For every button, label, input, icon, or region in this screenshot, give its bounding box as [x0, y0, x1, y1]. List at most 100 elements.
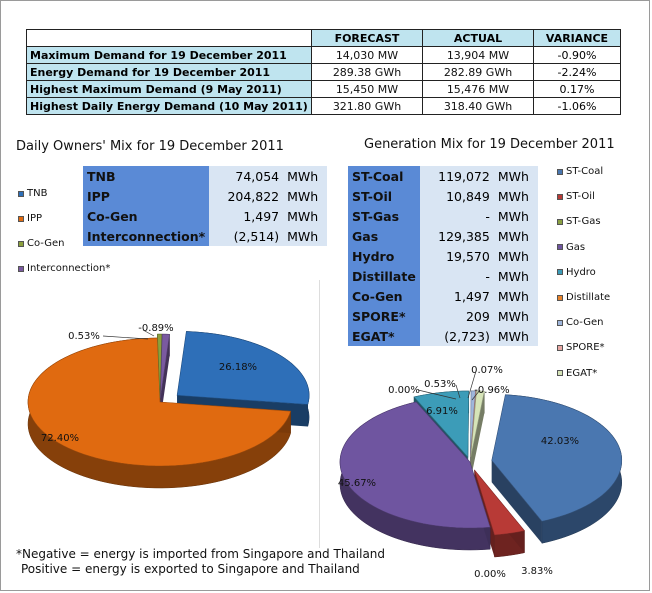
gen-data-label: 0.00%: [388, 385, 420, 396]
gen-name: ST-Gas: [348, 206, 420, 226]
gen-legend-label: ST-Oil: [566, 191, 595, 203]
gen-legend-label: Co-Gen: [566, 317, 604, 329]
gen-leader-line: [471, 389, 481, 401]
gen-legend-item: Hydro: [557, 267, 596, 278]
table-row: ST-Coal 119,072 MWh: [348, 166, 538, 186]
row-label: Energy Demand for 19 December 2011: [26, 63, 312, 81]
row-forecast: 289.38 GWh: [311, 63, 423, 81]
gen-leader-line: [455, 384, 461, 399]
owners-leader-line: [102, 335, 149, 340]
gen-value: 119,072: [419, 166, 494, 186]
gen-legend-item: Distillate: [557, 292, 610, 303]
row-forecast: 321.80 GWh: [311, 97, 423, 115]
owners-legend-item: IPP: [18, 213, 42, 224]
gen-unit: MWh: [493, 166, 538, 186]
gen-slice-wall: [491, 460, 542, 544]
gen-value: 129,385: [419, 226, 494, 246]
gen-legend-swatch: [557, 319, 563, 326]
gen-data-label: 6.91%: [426, 406, 458, 417]
table-row: EGAT* (2,723) MWh: [348, 326, 538, 346]
gen-leader-line: [467, 370, 477, 399]
gen-value: (2,723): [419, 326, 494, 346]
owner-unit: MWh: [283, 206, 328, 226]
gen-slice-egat: [470, 390, 485, 457]
owners-legend-swatch: [18, 240, 24, 247]
gen-legend-item: ST-Oil: [557, 191, 595, 202]
summary-header-variance: VARIANCE: [533, 29, 621, 47]
gen-data-label: 0.53%: [424, 379, 456, 390]
owners-legend-label: IPP: [27, 213, 43, 224]
summary-header-row: FORECAST ACTUAL VARIANCE: [26, 29, 621, 47]
gen-name: Hydro: [348, 246, 420, 266]
owners-slice-wall: [160, 334, 170, 421]
gen-name: SPORE*: [348, 306, 420, 326]
owner-name: TNB: [83, 166, 210, 186]
owners-data-label: 72.40%: [41, 433, 79, 444]
gen-name: ST-Coal: [348, 166, 420, 186]
gen-value: 1,497: [419, 286, 494, 306]
gen-data-label: 45.67%: [338, 478, 376, 489]
gen-unit: MWh: [493, 186, 538, 206]
summary-header-blank: [26, 29, 312, 47]
gen-legend-swatch: [557, 218, 563, 225]
gen-unit: MWh: [493, 266, 538, 286]
owner-value: 204,822: [209, 186, 284, 206]
gen-legend-swatch: [557, 244, 563, 251]
owners-legend-item: Co-Gen: [18, 238, 65, 249]
gen-legend-item: ST-Gas: [557, 216, 601, 227]
gen-value: -: [419, 206, 494, 226]
owner-value: (2,514): [209, 226, 284, 246]
gen-name: Distillate: [348, 266, 420, 286]
gen-data-label: -0.96%: [474, 385, 509, 396]
demand-summary-table: FORECAST ACTUAL VARIANCE Maximum Demand …: [26, 29, 621, 115]
gen-legend-swatch: [557, 294, 563, 301]
gen-legend-label: Distillate: [566, 292, 611, 303]
owners-mix-table: TNB 74,054 MWh IPP 204,822 MWh Co-Gen 1,497 MW…: [83, 166, 328, 246]
gen-slice-wall: [470, 391, 485, 479]
gen-legend-item: ST-Coal: [557, 166, 603, 177]
gen-legend-label: ST-Gas: [566, 216, 601, 228]
owners-slice-co-gen: [157, 333, 163, 399]
owner-unit: MWh: [283, 226, 328, 246]
owners-data-label: 26.18%: [219, 362, 257, 373]
gen-name: Co-Gen: [348, 286, 420, 306]
gen-unit: MWh: [493, 286, 538, 306]
gen-pie: [339, 390, 623, 558]
gen-value: 209: [419, 306, 494, 326]
table-row: Maximum Demand for 19 December 2011 14,0…: [26, 46, 621, 64]
gen-legend-label: SPORE*: [566, 342, 605, 354]
owner-name: Co-Gen: [83, 206, 210, 226]
owner-value: 1,497: [209, 206, 284, 226]
table-row: Gas 129,385 MWh: [348, 226, 538, 246]
gen-unit: MWh: [493, 326, 538, 346]
gen-legend-swatch: [557, 344, 563, 351]
gen-data-label: 0.07%: [471, 365, 503, 376]
row-variance: -1.06%: [533, 97, 621, 115]
gen-legend-swatch: [557, 193, 563, 200]
summary-header-actual: ACTUAL: [422, 29, 534, 47]
gen-slice-gas: [339, 401, 491, 529]
owners-slice-tnb: [176, 331, 310, 405]
row-actual: 15,476 MW: [422, 80, 534, 98]
generation-mix-title: Generation Mix for 19 December 2011: [364, 137, 615, 152]
row-variance: -0.90%: [533, 46, 621, 64]
gen-unit: MWh: [493, 226, 538, 246]
row-label: Maximum Demand for 19 December 2011: [26, 46, 312, 64]
table-row: TNB 74,054 MWh: [83, 166, 328, 186]
gen-legend-item: Co-Gen: [557, 317, 604, 328]
owners-slice-ipp: [27, 337, 292, 467]
gen-legend-swatch: [557, 269, 563, 276]
gen-leader-line: [417, 389, 457, 400]
gen-data-label: 3.83%: [521, 566, 553, 577]
owners-legend-swatch: [18, 215, 24, 222]
gen-data-label: 42.03%: [541, 436, 579, 447]
gen-legend-item: SPORE*: [557, 342, 605, 353]
table-row: Highest Daily Energy Demand (10 May 2011…: [26, 97, 621, 115]
gen-legend-label: Gas: [566, 241, 586, 253]
owners-legend-item: TNB: [18, 188, 47, 199]
owner-name: Interconnection*: [83, 226, 210, 246]
owner-unit: MWh: [283, 186, 328, 206]
gen-slice-spore: [470, 390, 477, 457]
